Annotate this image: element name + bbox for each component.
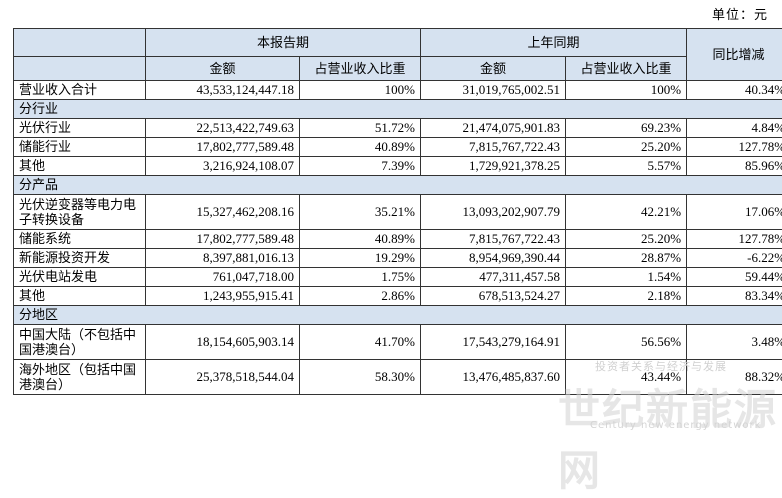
header-cur-amount: 金额	[146, 57, 300, 81]
row-cur-share: 1.75%	[300, 268, 421, 287]
total-prev-share: 100%	[566, 81, 687, 100]
total-row: 营业收入合计 43,533,124,447.18 100% 31,019,765…	[14, 81, 782, 100]
row-prev-amount: 1,729,921,378.25	[421, 157, 566, 176]
row-yoy: 4.84%	[687, 119, 782, 138]
row-yoy: 3.48%	[687, 325, 782, 360]
section-row: 分行业	[14, 100, 782, 119]
row-cur-share: 40.89%	[300, 138, 421, 157]
row-label: 其他	[14, 157, 146, 176]
row-cur-share: 2.86%	[300, 287, 421, 306]
row-cur-amount: 17,802,777,589.48	[146, 138, 300, 157]
row-label: 储能行业	[14, 138, 146, 157]
row-prev-amount: 678,513,524.27	[421, 287, 566, 306]
row-prev-share: 1.54%	[566, 268, 687, 287]
row-prev-share: 42.21%	[566, 195, 687, 230]
total-yoy: 40.34%	[687, 81, 782, 100]
header-current-period: 本报告期	[146, 29, 421, 57]
row-cur-amount: 25,378,518,544.04	[146, 360, 300, 395]
row-prev-share: 25.20%	[566, 230, 687, 249]
row-cur-amount: 761,047,718.00	[146, 268, 300, 287]
row-yoy: 127.78%	[687, 230, 782, 249]
row-yoy: 85.96%	[687, 157, 782, 176]
header-prev-share: 占营业收入比重	[566, 57, 687, 81]
header-blank	[14, 29, 146, 57]
row-cur-amount: 3,216,924,108.07	[146, 157, 300, 176]
row-cur-share: 41.70%	[300, 325, 421, 360]
section-title: 分产品	[14, 176, 782, 195]
row-prev-amount: 13,476,485,837.60	[421, 360, 566, 395]
watermark-logo: 世纪新能源网	[558, 376, 782, 498]
row-cur-share: 51.72%	[300, 119, 421, 138]
row-cur-share: 35.21%	[300, 195, 421, 230]
row-yoy: 17.06%	[687, 195, 782, 230]
header-cur-share: 占营业收入比重	[300, 57, 421, 81]
row-cur-amount: 17,802,777,589.48	[146, 230, 300, 249]
row-prev-amount: 13,093,202,907.79	[421, 195, 566, 230]
row-yoy: 83.34%	[687, 287, 782, 306]
total-cur-amount: 43,533,124,447.18	[146, 81, 300, 100]
row-cur-amount: 1,243,955,915.41	[146, 287, 300, 306]
total-cur-share: 100%	[300, 81, 421, 100]
row-prev-share: 2.18%	[566, 287, 687, 306]
section-row: 分地区	[14, 306, 782, 325]
row-cur-share: 58.30%	[300, 360, 421, 395]
watermark-top: 投资者关系与经济与发展	[595, 358, 727, 374]
row-prev-amount: 8,954,969,390.44	[421, 249, 566, 268]
section-title: 分地区	[14, 306, 782, 325]
row-cur-share: 19.29%	[300, 249, 421, 268]
row-label: 光伏行业	[14, 119, 146, 138]
total-prev-amount: 31,019,765,002.51	[421, 81, 566, 100]
row-label: 光伏电站发电	[14, 268, 146, 287]
header-yoy-change: 同比增减	[687, 29, 782, 81]
row-label: 光伏逆变器等电力电子转换设备	[14, 195, 146, 230]
row-prev-share: 5.57%	[566, 157, 687, 176]
unit-label: 单位：元	[712, 4, 768, 23]
row-prev-share: 25.20%	[566, 138, 687, 157]
row-prev-amount: 477,311,457.58	[421, 268, 566, 287]
row-prev-share: 28.87%	[566, 249, 687, 268]
row-cur-share: 7.39%	[300, 157, 421, 176]
header-blank-2	[14, 57, 146, 81]
row-label: 海外地区（包括中国港澳台）	[14, 360, 146, 395]
total-label: 营业收入合计	[14, 81, 146, 100]
row-cur-share: 40.89%	[300, 230, 421, 249]
revenue-breakdown-table: 本报告期 上年同期 同比增减 金额 占营业收入比重 金额 占营业收入比重 营业收…	[13, 28, 782, 395]
row-prev-share: 69.23%	[566, 119, 687, 138]
row-cur-amount: 8,397,881,016.13	[146, 249, 300, 268]
row-cur-amount: 22,513,422,749.63	[146, 119, 300, 138]
row-label: 新能源投资开发	[14, 249, 146, 268]
section-title: 分行业	[14, 100, 782, 119]
row-yoy: 59.44%	[687, 268, 782, 287]
row-cur-amount: 15,327,462,208.16	[146, 195, 300, 230]
row-yoy: 127.78%	[687, 138, 782, 157]
row-label: 其他	[14, 287, 146, 306]
row-label: 储能系统	[14, 230, 146, 249]
watermark-bottom: Century new energy network	[590, 420, 761, 431]
row-prev-amount: 7,815,767,722.43	[421, 138, 566, 157]
section-row: 分产品	[14, 176, 782, 195]
row-yoy: -6.22%	[687, 249, 782, 268]
row-prev-amount: 7,815,767,722.43	[421, 230, 566, 249]
row-prev-share: 56.56%	[566, 325, 687, 360]
row-label: 中国大陆（不包括中国港澳台）	[14, 325, 146, 360]
row-cur-amount: 18,154,605,903.14	[146, 325, 300, 360]
header-prior-period: 上年同期	[421, 29, 687, 57]
row-prev-amount: 21,474,075,901.83	[421, 119, 566, 138]
row-prev-amount: 17,543,279,164.91	[421, 325, 566, 360]
header-prev-amount: 金额	[421, 57, 566, 81]
